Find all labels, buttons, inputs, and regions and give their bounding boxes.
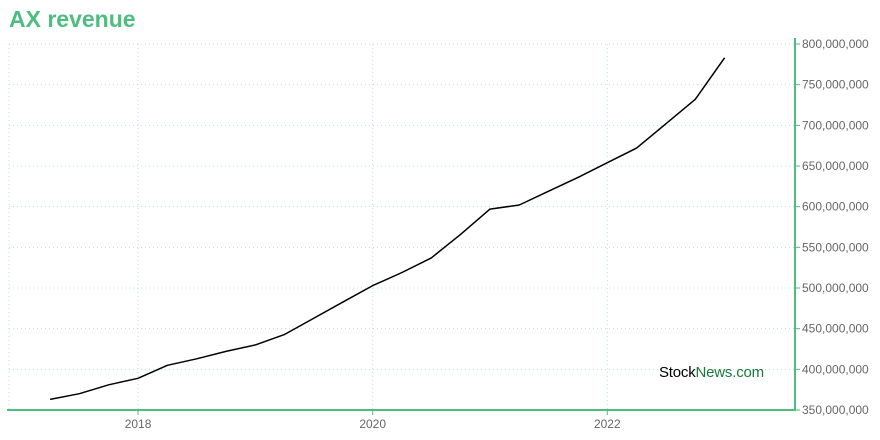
data-point xyxy=(429,256,433,260)
x-tick-label: 2020 xyxy=(359,417,386,431)
x-tick-label: 2018 xyxy=(125,417,152,431)
y-tick-label: 800,000,000 xyxy=(802,37,869,51)
data-point xyxy=(136,376,140,380)
data-point xyxy=(547,189,551,193)
y-tick-label: 650,000,000 xyxy=(802,159,869,173)
chart-title: AX revenue xyxy=(9,6,136,32)
data-point xyxy=(341,300,345,304)
data-point xyxy=(400,271,404,275)
series-layer xyxy=(48,56,727,401)
watermark: StockNews.com xyxy=(659,364,764,381)
data-point xyxy=(77,392,81,396)
y-tick-label: 500,000,000 xyxy=(802,281,869,295)
data-point xyxy=(224,349,228,353)
y-tick-label: 550,000,000 xyxy=(802,240,869,254)
data-point xyxy=(107,383,111,387)
y-tick-label: 450,000,000 xyxy=(802,322,869,336)
data-point xyxy=(605,161,609,165)
data-point xyxy=(664,122,668,126)
y-tick-label: 400,000,000 xyxy=(802,362,869,376)
data-point xyxy=(576,175,580,179)
revenue-line xyxy=(49,57,726,401)
y-tick-label: 600,000,000 xyxy=(802,200,869,214)
data-point xyxy=(693,97,697,101)
data-point xyxy=(312,316,316,320)
axes: 350,000,000 400,000,000 450,000,000 500,000… xyxy=(7,37,869,431)
watermark-part2: News.com xyxy=(695,364,765,381)
x-tick-label: 2022 xyxy=(594,417,621,431)
data-point xyxy=(48,397,52,401)
watermark-part1: Stock xyxy=(659,364,696,381)
grid xyxy=(8,43,795,410)
data-point xyxy=(165,363,169,367)
y-tick-label: 350,000,000 xyxy=(802,403,869,417)
y-tick-label: 750,000,000 xyxy=(802,78,869,92)
data-point xyxy=(723,56,727,60)
y-tick-label: 700,000,000 xyxy=(802,118,869,132)
data-point xyxy=(488,207,492,211)
data-point xyxy=(195,357,199,361)
data-point xyxy=(459,232,463,236)
data-point xyxy=(635,146,639,150)
data-point xyxy=(371,284,375,288)
data-point xyxy=(517,203,521,207)
data-point xyxy=(253,343,257,347)
data-point xyxy=(283,332,287,336)
